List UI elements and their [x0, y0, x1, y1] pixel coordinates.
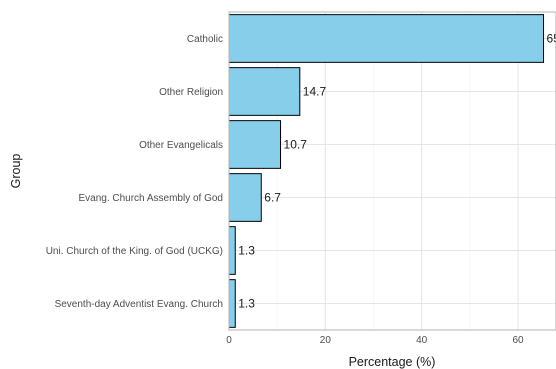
data-label: 14.7: [303, 85, 327, 99]
x-tick-label: 40: [416, 335, 428, 346]
data-label: 1.3: [238, 297, 255, 311]
data-label: 1.3: [238, 244, 255, 258]
category-label: Seventh-day Adventist Evang. Church: [55, 299, 223, 310]
data-label: 6.7: [264, 191, 281, 205]
x-tick-labels: 0 20 40 60: [226, 335, 524, 346]
data-labels: 65.3 14.7 10.7 6.7 1.3 1.3: [238, 32, 556, 311]
x-tick-label: 20: [320, 335, 332, 346]
grid-lines: [228, 12, 556, 330]
data-label: 65.3: [547, 32, 556, 46]
bar: [228, 14, 545, 63]
category-label: Uni. Church of the King. of God (UCKG): [46, 246, 223, 257]
x-tick-label: 0: [226, 335, 232, 346]
y-axis-title: Group: [9, 154, 23, 189]
bar: [228, 120, 282, 169]
category-label: Other Evangelicals: [139, 140, 223, 151]
data-label: 10.7: [284, 138, 308, 152]
category-label: Other Religion: [159, 87, 223, 98]
x-tick-label: 60: [512, 335, 524, 346]
x-axis-title: Percentage (%): [349, 355, 436, 369]
category-label: Catholic: [187, 34, 223, 45]
bar: [228, 226, 236, 275]
category-label: Evang. Church Assembly of God: [78, 193, 223, 204]
bars: [228, 14, 545, 328]
panel-border: [228, 11, 556, 331]
bar: [228, 67, 301, 116]
category-labels: Catholic Other Religion Other Evangelicals…: [46, 34, 223, 310]
bar: [228, 173, 262, 222]
bar: [228, 279, 236, 328]
